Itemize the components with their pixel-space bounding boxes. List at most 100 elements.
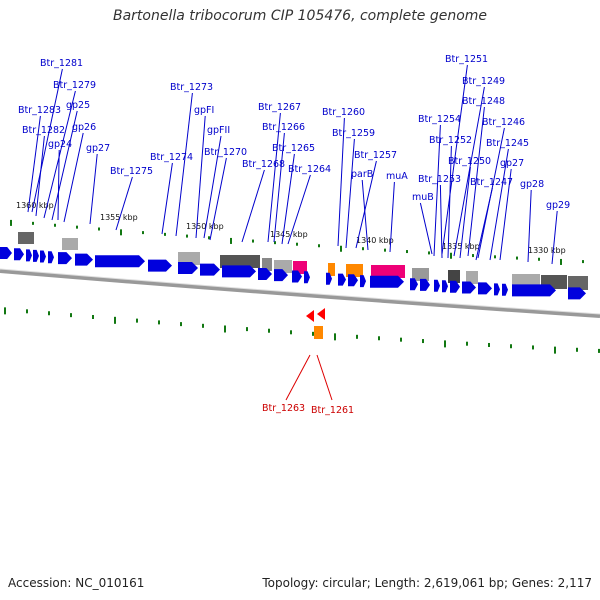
- feature-block-orange[interactable]: [328, 263, 335, 276]
- gene-label[interactable]: Btr_1270: [204, 147, 247, 158]
- tick-mark: [268, 328, 270, 333]
- callout-line: [27, 115, 41, 213]
- gene-label[interactable]: Btr_1246: [482, 117, 525, 128]
- gene-arrow[interactable]: [200, 263, 220, 276]
- gene-label[interactable]: gp27: [500, 158, 524, 169]
- gene-arrow[interactable]: [348, 274, 358, 287]
- gene-label[interactable]: Btr_1267: [258, 102, 301, 113]
- gene-label[interactable]: Btr_1253: [418, 174, 461, 185]
- gene-arrow[interactable]: [0, 247, 12, 259]
- feature-block[interactable]: [220, 255, 260, 268]
- feature-block[interactable]: [412, 268, 429, 281]
- gene-arrow[interactable]: [450, 280, 460, 293]
- gene-arrow[interactable]: [326, 272, 332, 285]
- gene-arrow[interactable]: [512, 284, 556, 297]
- gene-label[interactable]: muA: [386, 171, 408, 182]
- gene-arrow[interactable]: [434, 279, 440, 292]
- callout-line: [337, 117, 345, 247]
- callout-line: [175, 92, 193, 237]
- gene-arrow[interactable]: [410, 278, 418, 291]
- callout-line: [241, 169, 265, 243]
- feature-block[interactable]: [178, 252, 200, 265]
- gene-label[interactable]: gp29: [546, 200, 570, 211]
- gene-arrow-red[interactable]: [306, 310, 314, 322]
- gene-label[interactable]: Btr_1266: [262, 122, 305, 133]
- highlighted-gene-label[interactable]: Btr_1263: [262, 403, 305, 414]
- gene-label[interactable]: Btr_1249: [462, 76, 505, 87]
- gene-label[interactable]: Btr_1245: [486, 138, 529, 149]
- gene-arrow[interactable]: [26, 249, 32, 262]
- highlighted-gene-label[interactable]: Btr_1261: [311, 405, 354, 416]
- gene-label[interactable]: Btr_1257: [354, 150, 397, 161]
- feature-block-orange[interactable]: [314, 326, 323, 339]
- gene-label[interactable]: Btr_1250: [448, 156, 491, 167]
- gene-label[interactable]: Btr_1247: [470, 177, 513, 188]
- gene-label[interactable]: gpFI: [194, 105, 214, 116]
- gene-label[interactable]: Btr_1273: [170, 82, 213, 93]
- tick-mark: [48, 311, 50, 316]
- gene-arrow[interactable]: [48, 251, 54, 264]
- gene-arrow[interactable]: [14, 248, 24, 261]
- gene-arrow[interactable]: [148, 259, 172, 272]
- feature-block[interactable]: [568, 276, 588, 290]
- gene-arrow[interactable]: [502, 283, 508, 296]
- gene-label[interactable]: Btr_1279: [53, 80, 96, 91]
- gene-arrow[interactable]: [568, 287, 586, 300]
- gene-arrow[interactable]: [338, 273, 346, 286]
- gene-arrow[interactable]: [292, 270, 302, 283]
- feature-block[interactable]: [448, 270, 460, 283]
- gene-arrow[interactable]: [33, 249, 39, 262]
- feature-block[interactable]: [18, 232, 34, 244]
- gene-arrow[interactable]: [494, 283, 500, 296]
- gene-label[interactable]: Btr_1283: [18, 105, 61, 116]
- gene-label[interactable]: Btr_1274: [150, 152, 193, 163]
- tick-mark: [516, 256, 518, 260]
- gene-label[interactable]: muB: [412, 192, 434, 203]
- gene-label[interactable]: Btr_1252: [429, 135, 472, 146]
- gene-label[interactable]: gp28: [520, 179, 544, 190]
- gene-arrow[interactable]: [462, 281, 476, 294]
- gene-label[interactable]: gp24: [48, 139, 72, 150]
- gene-arrow[interactable]: [274, 269, 288, 282]
- feature-block[interactable]: [262, 258, 272, 271]
- gene-label[interactable]: Btr_1259: [332, 128, 375, 139]
- gene-label[interactable]: Btr_1281: [40, 58, 83, 69]
- gene-label[interactable]: gp25: [66, 100, 90, 111]
- feature-block-orange[interactable]: [346, 264, 363, 277]
- gene-arrow[interactable]: [40, 250, 46, 263]
- feature-block[interactable]: [466, 271, 478, 284]
- gene-arrow-red[interactable]: [317, 308, 325, 320]
- gene-arrow[interactable]: [178, 261, 198, 274]
- feature-block[interactable]: [62, 238, 78, 250]
- gene-arrow[interactable]: [304, 271, 310, 284]
- gene-label[interactable]: gpFII: [207, 125, 230, 136]
- gene-arrow[interactable]: [258, 268, 272, 281]
- gene-label[interactable]: parB: [351, 169, 373, 180]
- gene-arrow[interactable]: [478, 282, 492, 295]
- gene-arrow[interactable]: [442, 280, 448, 293]
- gene-label[interactable]: Btr_1265: [272, 143, 315, 154]
- gene-label[interactable]: Btr_1264: [288, 164, 331, 175]
- gene-label[interactable]: Btr_1275: [110, 166, 153, 177]
- gene-label[interactable]: Btr_1254: [418, 114, 461, 125]
- callout-line: [203, 135, 222, 239]
- gene-label[interactable]: gp26: [72, 122, 96, 133]
- gene-label[interactable]: gp27: [86, 143, 110, 154]
- gene-arrow[interactable]: [75, 253, 93, 266]
- gene-arrow[interactable]: [370, 275, 404, 288]
- gene-label[interactable]: Btr_1260: [322, 107, 365, 118]
- tick-mark: [494, 255, 496, 259]
- gene-arrow[interactable]: [360, 275, 366, 288]
- gene-arrow[interactable]: [222, 265, 256, 278]
- scale-label: 1340 kbp: [356, 236, 394, 245]
- gene-label[interactable]: Btr_1268: [242, 159, 285, 170]
- gene-label[interactable]: Btr_1248: [462, 96, 505, 107]
- callout-line: [475, 187, 493, 261]
- gene-arrow[interactable]: [58, 252, 72, 265]
- gene-label[interactable]: Btr_1282: [22, 125, 65, 136]
- gene-arrow[interactable]: [420, 278, 430, 291]
- feature-block-magenta[interactable]: [371, 265, 405, 278]
- gene-arrow[interactable]: [95, 255, 145, 268]
- callout-line: [355, 160, 377, 249]
- gene-label[interactable]: Btr_1251: [445, 54, 488, 65]
